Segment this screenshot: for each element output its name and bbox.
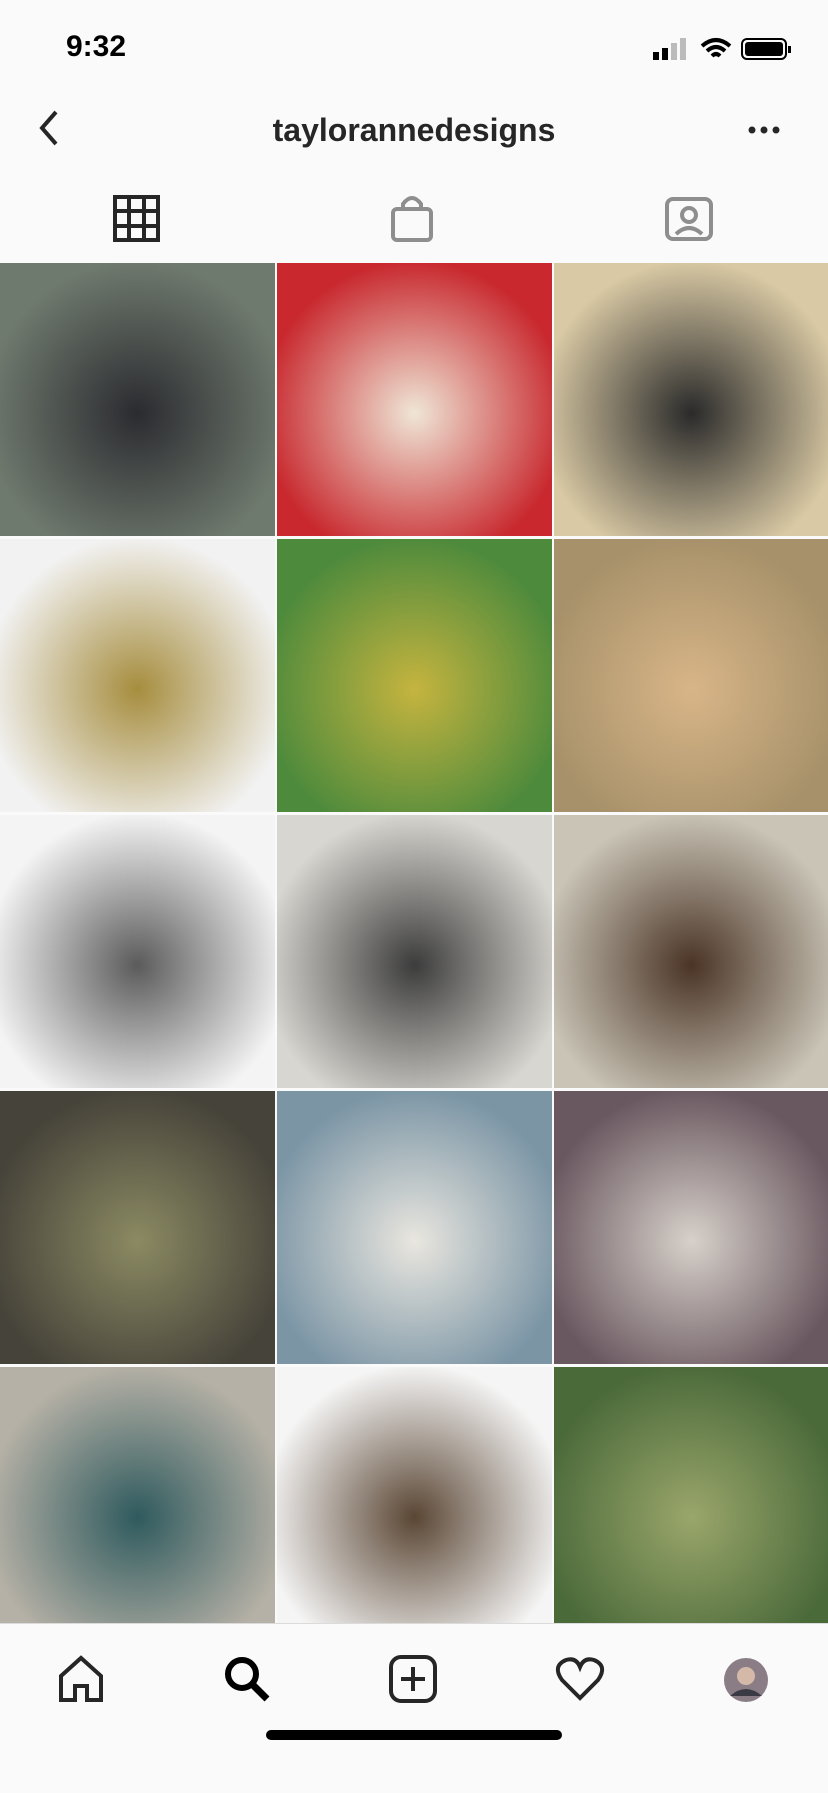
post-thumbnail[interactable] [0, 263, 275, 536]
status-time: 9:32 [66, 30, 127, 63]
post-thumbnail[interactable] [277, 1091, 552, 1364]
post-grid [0, 263, 828, 1623]
shop-tab[interactable] [388, 194, 438, 244]
post-thumbnail[interactable] [0, 1367, 275, 1623]
post-thumbnail[interactable] [554, 1091, 828, 1364]
new-post-tab[interactable] [388, 1654, 438, 1704]
profile-tab[interactable] [722, 1656, 770, 1704]
back-button[interactable] [32, 106, 66, 150]
post-thumbnail[interactable] [0, 1091, 275, 1364]
home-indicator [266, 1730, 562, 1740]
post-thumbnail[interactable] [554, 815, 828, 1088]
bottom-nav [0, 1623, 828, 1793]
tagged-tab[interactable] [664, 194, 716, 244]
search-tab[interactable] [222, 1654, 272, 1704]
post-thumbnail[interactable] [0, 815, 275, 1088]
post-thumbnail[interactable] [277, 539, 552, 812]
profile-username: taylorannedesigns [272, 112, 556, 148]
post-thumbnail[interactable] [0, 539, 275, 812]
post-thumbnail[interactable] [554, 263, 828, 536]
activity-tab[interactable] [554, 1654, 606, 1704]
more-options[interactable] [746, 120, 786, 140]
post-thumbnail[interactable] [554, 539, 828, 812]
post-thumbnail[interactable] [554, 1367, 828, 1623]
post-thumbnail[interactable] [277, 1367, 552, 1623]
grid-tab[interactable] [112, 194, 162, 244]
home-tab[interactable] [56, 1654, 106, 1704]
post-thumbnail[interactable] [277, 815, 552, 1088]
status-icons [653, 38, 791, 60]
post-thumbnail[interactable] [277, 263, 552, 536]
